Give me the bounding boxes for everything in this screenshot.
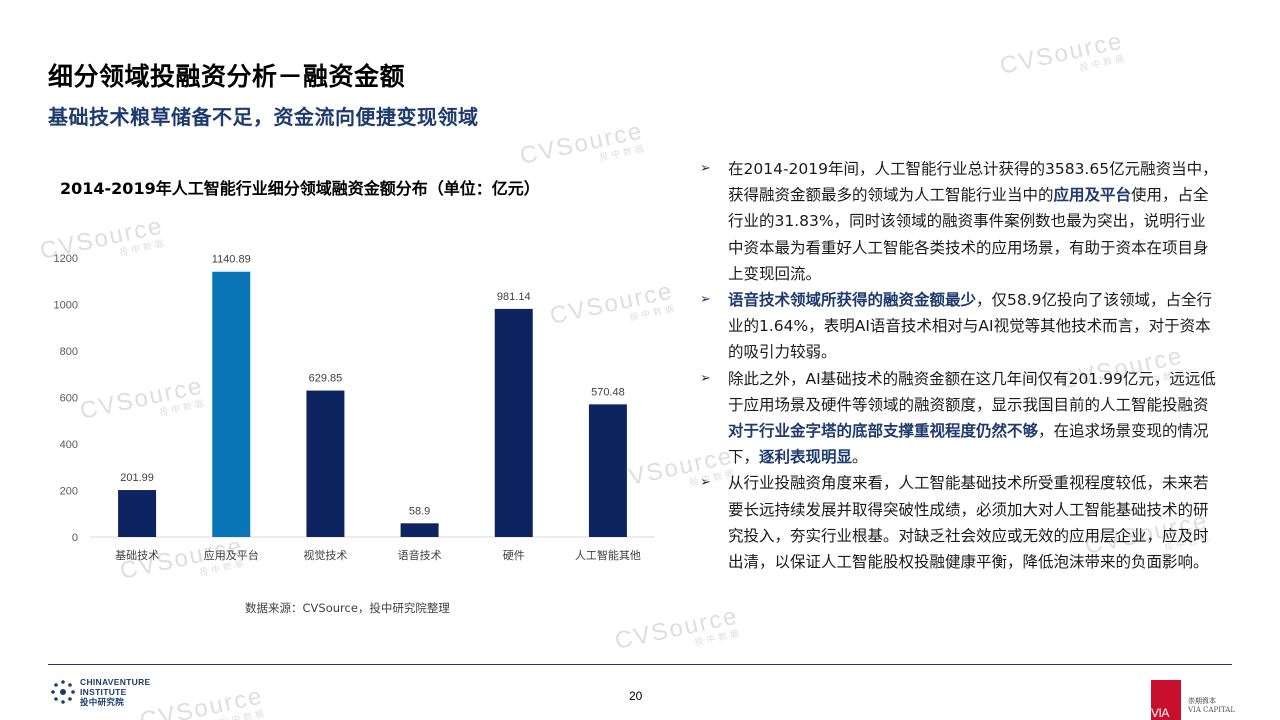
x-tick-label: 应用及平台 [204,548,259,562]
x-tick-label: 视觉技术 [303,548,347,562]
y-tick-label: 1000 [54,300,78,312]
x-tick-label: 语音技术 [398,548,442,562]
bar [588,404,627,537]
slide-title: 细分领域投融资分析－融资金额 [48,62,406,91]
bullet-text: ，仅58.9亿投向了该领域，占全行业的1.64%，表明AI语音技术相对与AI视觉… [728,291,1213,362]
x-tick-label: 人工智能其他 [575,548,641,562]
bar [118,490,157,537]
bar-value-label: 58.9 [409,505,430,517]
y-tick-label: 200 [60,486,78,498]
bar-chart: 0 200 400 600 800 1000 1200 201.99 基础技术 1140.89 应用… [54,253,655,562]
footer-divider [48,664,1232,665]
logo-line3: 投中研究院 [80,697,125,707]
arrow-bullet-icon: ➢ [700,292,711,308]
chart-title: 2014-2019年人工智能行业细分领域融资金额分布（单位：亿元） [60,179,540,198]
emphasis-text: 对于行业金字塔的底部支撑重视程度仍然不够 [728,422,1039,441]
source-note: 数据来源：CVSource，投中研究院整理 [245,601,450,615]
slide-subtitle: 基础技术粮草储备不足，资金流向便捷变现领域 [48,105,479,129]
y-tick-label: 400 [60,439,78,451]
watermark: CVSource 投中数据 [517,117,648,170]
bullet-item: ➢ 在2014-2019年间，人工智能行业总计获得的3583.65亿元融资当中，获… [700,156,1220,287]
x-tick-label: 硬件 [503,549,525,562]
bar [494,308,533,537]
bullet-text: ，在追求场景变现的情况下， [728,422,1209,467]
bar [306,390,345,537]
watermark: CVSource 投中数据 [137,682,268,720]
bar [400,523,439,537]
watermark: CVSource 投中数据 [997,27,1128,80]
bullet-text: 除此之外，AI基础技术的融资金额在这几年间仅有201.99亿元，远远低于应用场景… [728,369,1216,414]
bullet-list: ➢ 在2014-2019年间，人工智能行业总计获得的3583.65亿元融资当中，获… [700,156,1220,575]
watermark: CVSource 投中数据 [612,602,743,655]
y-tick-label: 0 [72,532,78,544]
via-mark: VIA [1151,706,1169,720]
logo-line1: CHINAVENTURE [80,677,151,687]
bullet-item: ➢ 从行业投融资角度来看，人工智能基础技术所受重视程度较低，未来若要长远持续发展并… [700,470,1220,575]
bar-value-label: 981.14 [497,291,531,303]
chinaventure-logo: CHINAVENTURE INSTITUTE 投中研究院 [50,677,151,707]
emphasis-text: 逐利表现明显 [759,448,853,467]
arrow-bullet-icon: ➢ [700,475,711,491]
bullet-text: 从行业投融资角度来看，人工智能基础技术所受重视程度较低，未来若要长远持续发展并取… [728,474,1209,572]
arrow-bullet-icon: ➢ [700,370,711,386]
y-tick-label: 800 [60,346,78,358]
via-capital-logo: VIA [1151,680,1181,720]
bullet-item: ➢ 除此之外，AI基础技术的融资金额在这几年间仅有201.99亿元，远远低于应用场… [700,366,1220,471]
emphasis-text: 语音技术领域所获得的融资金额最少 [728,291,977,310]
via-capital-name: 崇期資本 VIA CAPITAL [1188,697,1235,714]
y-tick-label: 1200 [54,253,78,265]
bullet-text: 在2014-2019年间，人工智能行业总计获得的3583.65亿元融资当中，获得… [728,160,1218,205]
x-tick-label: 基础技术 [115,549,159,562]
y-tick-label: 600 [60,393,78,405]
bar-value-label: 629.85 [309,373,343,385]
arrow-bullet-icon: ➢ [700,161,711,176]
chinaventure-emblem-icon [51,680,75,704]
bar [212,271,251,537]
bullet-text: 。 [852,448,868,467]
logo-line2: INSTITUTE [80,687,127,697]
bar-value-label: 1140.89 [212,254,251,266]
bar-value-label: 570.48 [591,386,625,398]
emphasis-text: 应用及平台 [1053,186,1132,205]
bar-value-label: 201.99 [120,472,154,484]
bullet-text: 使用，占全行业的31.83%，同时该领域的融资事件案例数也最为突出，说明行业中资… [728,186,1209,283]
page-number: 20 [629,689,643,703]
bullet-item: ➢ 语音技术领域所获得的融资金额最少，仅58.9亿投向了该领域，占全行业的1.64… [700,287,1220,366]
